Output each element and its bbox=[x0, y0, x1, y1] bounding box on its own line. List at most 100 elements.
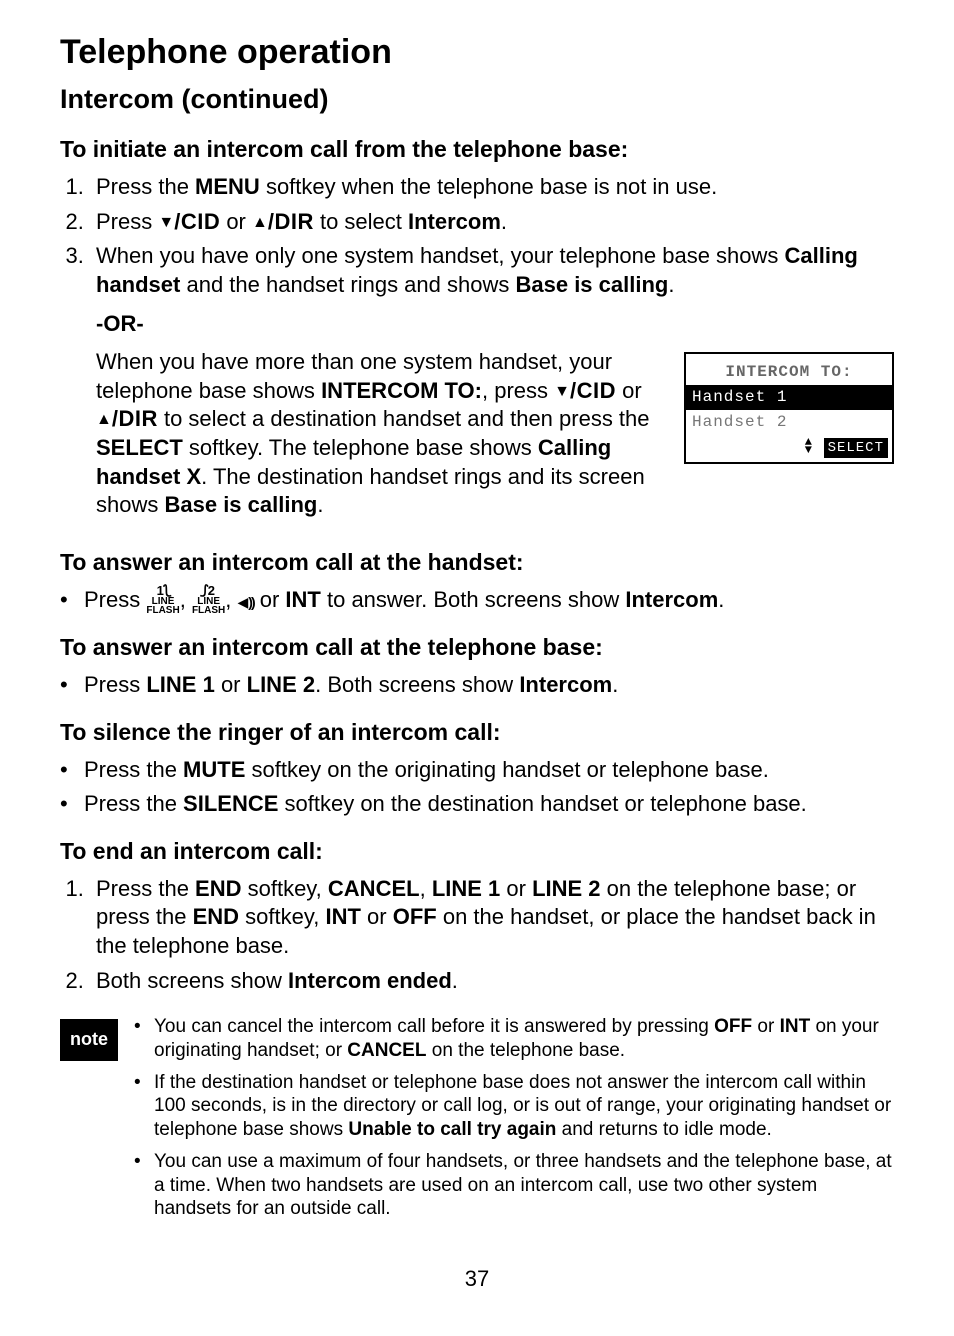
intercom-ended-label: Intercom ended bbox=[288, 968, 452, 993]
heading-initiate: To initiate an intercom call from the te… bbox=[60, 135, 894, 165]
text: softkey when the telephone base is not i… bbox=[260, 174, 717, 199]
text: . bbox=[612, 672, 618, 697]
list-item: Press LINE 1 or LINE 2. Both screens sho… bbox=[60, 671, 894, 700]
line2-label: LINE 2 bbox=[247, 672, 315, 697]
list-item: Press the SILENCE softkey on the destina… bbox=[60, 790, 894, 819]
off-label: OFF bbox=[393, 904, 437, 929]
intercom-label: Intercom bbox=[408, 209, 501, 234]
text: Press the bbox=[84, 791, 183, 816]
page-title: Telephone operation bbox=[60, 30, 894, 74]
intercom-label: Intercom bbox=[625, 587, 718, 612]
int-label: INT bbox=[325, 904, 360, 929]
cancel-label: CANCEL bbox=[328, 876, 420, 901]
silence-label: SILENCE bbox=[183, 791, 278, 816]
initiate-steps: Press the MENU softkey when the telephon… bbox=[60, 173, 894, 299]
list-item: Press the MUTE softkey on the originatin… bbox=[60, 756, 894, 785]
lcd-title: INTERCOM TO: bbox=[686, 354, 892, 385]
lcd-select-label: SELECT bbox=[824, 438, 888, 458]
text: and the handset rings and shows bbox=[180, 272, 515, 297]
int-label: INT bbox=[780, 1016, 811, 1037]
lcd-row-selected: Handset 1 bbox=[686, 385, 892, 410]
text: and returns to idle mode. bbox=[556, 1119, 771, 1140]
unable-label: Unable to call try again bbox=[348, 1119, 556, 1140]
lcd-panel: INTERCOM TO: Handset 1 Handset 2 ▲▼ SELE… bbox=[684, 352, 894, 464]
line2-key-icon: 2LINEFLASH bbox=[192, 586, 225, 615]
answer-base-list: Press LINE 1 or LINE 2. Both screens sho… bbox=[60, 671, 894, 700]
text: or bbox=[752, 1016, 779, 1037]
up-arrow-icon bbox=[96, 406, 112, 431]
answer-handset-list: Press 1LINEFLASH, 2LINEFLASH, or INT to … bbox=[60, 586, 894, 616]
step-2: Press /CID or /DIR to select Intercom. bbox=[90, 208, 894, 237]
text: Press bbox=[84, 672, 146, 697]
dir-key: /DIR bbox=[268, 209, 314, 234]
section-subtitle: Intercom (continued) bbox=[60, 82, 894, 117]
text: You can cancel the intercom call before … bbox=[154, 1016, 714, 1037]
page-number: 37 bbox=[60, 1265, 894, 1294]
step-2: Both screens show Intercom ended. bbox=[90, 967, 894, 996]
text: , press bbox=[482, 378, 554, 403]
text: on the telephone base. bbox=[426, 1040, 625, 1061]
cancel-label: CANCEL bbox=[347, 1040, 426, 1061]
note-list: You can cancel the intercom call before … bbox=[134, 1015, 894, 1229]
off-label: OFF bbox=[714, 1016, 752, 1037]
text: or bbox=[500, 876, 532, 901]
text: . bbox=[317, 492, 323, 517]
speaker-icon bbox=[238, 587, 254, 612]
text: or bbox=[215, 672, 247, 697]
cid-key: /CID bbox=[570, 378, 616, 403]
dir-key: /DIR bbox=[112, 406, 158, 431]
or-divider: -OR- bbox=[60, 310, 894, 339]
text: softkey, bbox=[239, 904, 325, 929]
heading-end: To end an intercom call: bbox=[60, 837, 894, 867]
text: softkey on the destination handset or te… bbox=[278, 791, 806, 816]
note-block: note You can cancel the intercom call be… bbox=[60, 1015, 894, 1229]
note-item: You can use a maximum of four handsets, … bbox=[134, 1150, 894, 1221]
menu-label: MENU bbox=[195, 174, 260, 199]
step-1: Press the END softkey, CANCEL, LINE 1 or… bbox=[90, 875, 894, 961]
text: Press the bbox=[96, 876, 195, 901]
text: or bbox=[254, 587, 286, 612]
lcd-row: Handset 2 bbox=[686, 410, 892, 435]
line1-label: LINE 1 bbox=[146, 672, 214, 697]
text: Press the bbox=[84, 757, 183, 782]
list-item: Press 1LINEFLASH, 2LINEFLASH, or INT to … bbox=[60, 586, 894, 616]
text: softkey on the originating handset or te… bbox=[245, 757, 768, 782]
note-item: If the destination handset or telephone … bbox=[134, 1071, 894, 1142]
silence-list: Press the MUTE softkey on the originatin… bbox=[60, 756, 894, 819]
text: . bbox=[452, 968, 458, 993]
line1-key-icon: 1LINEFLASH bbox=[146, 586, 179, 615]
intercom-label: Intercom bbox=[519, 672, 612, 697]
text: to select bbox=[314, 209, 408, 234]
text: . bbox=[718, 587, 724, 612]
text: or bbox=[616, 378, 642, 403]
end-steps: Press the END softkey, CANCEL, LINE 1 or… bbox=[60, 875, 894, 995]
text: . Both screens show bbox=[315, 672, 519, 697]
up-arrow-icon bbox=[252, 209, 268, 234]
step-1: Press the MENU softkey when the telephon… bbox=[90, 173, 894, 202]
note-badge: note bbox=[60, 1019, 118, 1061]
text: Press the bbox=[96, 174, 195, 199]
intercom-to-label: INTERCOM TO: bbox=[321, 378, 482, 403]
note-item: You can cancel the intercom call before … bbox=[134, 1015, 894, 1063]
updown-arrow-icon: ▲▼ bbox=[805, 438, 812, 454]
text: Press bbox=[84, 587, 146, 612]
end-label: END bbox=[195, 876, 241, 901]
text: to select a destination handset and then… bbox=[158, 406, 650, 431]
heading-answer-base: To answer an intercom call at the teleph… bbox=[60, 633, 894, 663]
text: or bbox=[361, 904, 393, 929]
int-key: INT bbox=[285, 587, 320, 612]
line2-label: LINE 2 bbox=[532, 876, 600, 901]
down-arrow-icon bbox=[158, 209, 174, 234]
text: softkey, bbox=[242, 876, 328, 901]
line1-label: LINE 1 bbox=[432, 876, 500, 901]
text: to answer. Both screens show bbox=[321, 587, 626, 612]
text: softkey. The telephone base shows bbox=[183, 435, 538, 460]
text: or bbox=[220, 209, 252, 234]
base-calling-label: Base is calling bbox=[164, 492, 317, 517]
lcd-footer: ▲▼ SELECT bbox=[686, 435, 892, 462]
step-3: When you have only one system handset, y… bbox=[90, 242, 894, 299]
text: . bbox=[501, 209, 507, 234]
heading-silence: To silence the ringer of an intercom cal… bbox=[60, 718, 894, 748]
mute-label: MUTE bbox=[183, 757, 245, 782]
text: . bbox=[668, 272, 674, 297]
